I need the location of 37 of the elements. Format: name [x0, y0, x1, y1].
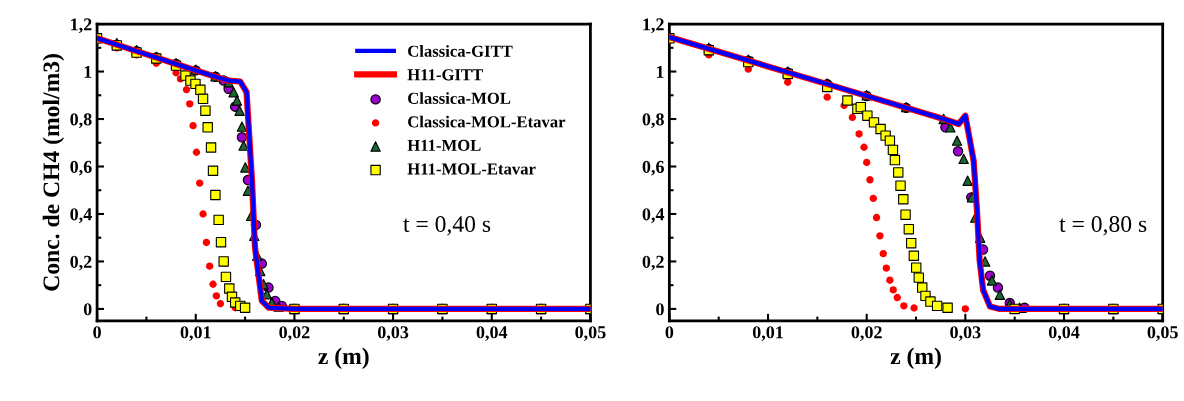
- x-tick-label: 0,02: [851, 326, 882, 341]
- y-tick-label: 1,2: [71, 18, 92, 34]
- x-tick-label: 0,04: [476, 326, 508, 341]
- y-tick-label: 0: [656, 303, 664, 316]
- y-tick-label: 0,8: [70, 113, 92, 129]
- legend-label: Classica-GITT: [408, 45, 513, 57]
- y-axis-title: Conc. de CH4 (mol/m3): [42, 54, 65, 291]
- x-tick-label: 0,02: [279, 326, 310, 341]
- x-tick-label: 0,04: [1048, 326, 1080, 341]
- y-tick-label: 0,8: [642, 113, 664, 129]
- y-tick-label: 0,6: [642, 160, 664, 176]
- x-tick-label: 0,05: [575, 326, 606, 341]
- y-tick-label: 0,2: [642, 255, 664, 271]
- annotation: t = 0,40 s: [403, 216, 491, 236]
- x-axis-title: z (m): [890, 347, 941, 369]
- legend-label: H11-MOL-Etavar: [407, 163, 536, 175]
- y-tick-label: 1: [84, 65, 92, 78]
- legend-label: H11-MOL: [407, 139, 481, 152]
- x-tick-label: 0,03: [377, 326, 409, 341]
- y-tick-label: 0,4: [642, 208, 665, 224]
- x-tick-label: 0,05: [1147, 326, 1178, 341]
- annotation: t = 0,80 s: [1059, 216, 1147, 236]
- y-tick-label: 0,4: [70, 208, 92, 224]
- x-tick-label: 0: [93, 326, 101, 339]
- x-axis-title: z (m): [318, 347, 369, 369]
- legend-label: Classica-MOL-Etavar: [408, 115, 566, 128]
- y-tick-label: 0,2: [70, 255, 92, 271]
- x-tick-label: 0,01: [752, 326, 783, 341]
- y-tick-label: 1,2: [643, 18, 664, 34]
- legend-label: Classica-MOL: [408, 92, 511, 104]
- x-tick-label: 0,03: [950, 326, 981, 341]
- x-tick-label: 0,01: [180, 326, 211, 341]
- x-tick-label: 0: [665, 326, 674, 339]
- y-tick-label: 0: [83, 303, 92, 316]
- y-tick-label: 1: [656, 65, 664, 78]
- legend-label: H11-GITT: [407, 69, 483, 81]
- y-tick-label: 0,6: [70, 160, 92, 176]
